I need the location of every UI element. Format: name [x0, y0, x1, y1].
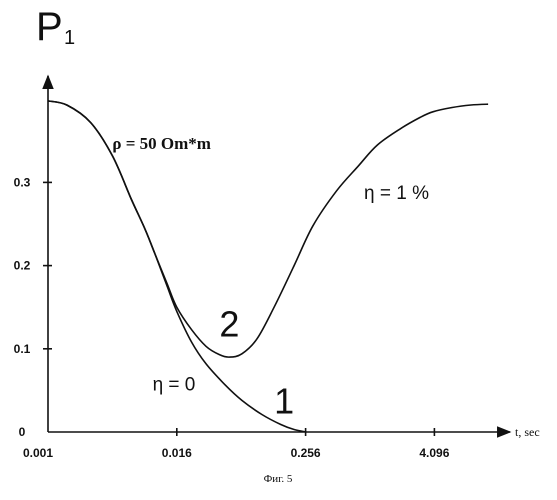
chart-title: P [36, 5, 63, 49]
annotation-eta-1: η = 1 % [364, 183, 429, 204]
x-axis-label: t, sec [515, 425, 540, 439]
y-tick-label: 0.3 [14, 175, 31, 189]
y-tick-label: 0 [19, 425, 26, 439]
curve-label-2: 2 [219, 303, 239, 344]
annotation-rho: ρ = 50 Om*m [112, 134, 211, 153]
x-tick-label: 0.256 [291, 446, 321, 460]
annotation-eta-0: η = 0 [153, 374, 196, 395]
chart-title-subscript: 1 [64, 27, 75, 49]
x-tick-label: 0.016 [162, 446, 192, 460]
x-tick-label: 0.001 [23, 446, 53, 460]
x-tick-label: 4.096 [419, 446, 449, 460]
y-tick-label: 0.1 [14, 342, 31, 356]
curve-label-1: 1 [274, 381, 294, 422]
y-tick-label: 0.2 [14, 259, 31, 273]
figure-caption: Фиг. 5 [264, 473, 293, 485]
